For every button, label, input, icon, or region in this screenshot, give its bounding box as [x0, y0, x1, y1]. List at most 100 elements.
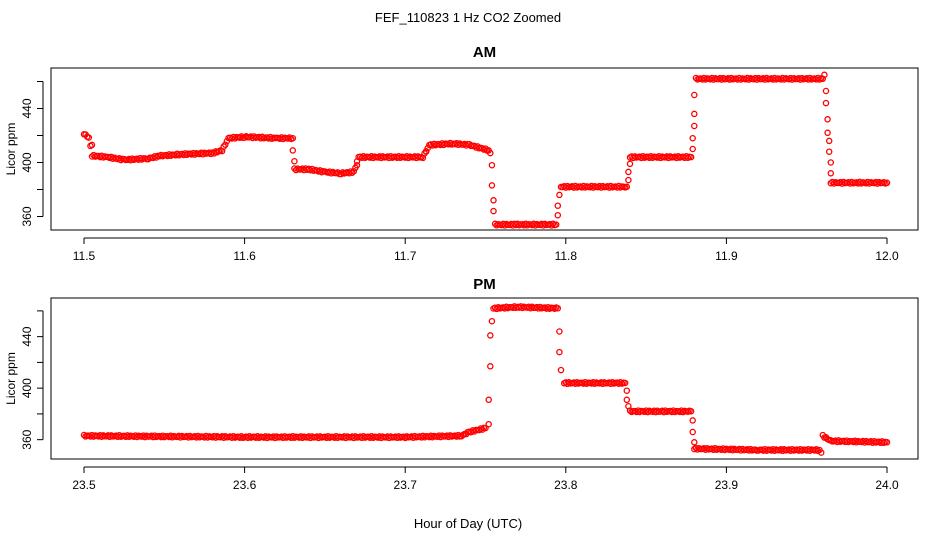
y-axis-label: Licor ppm: [4, 123, 18, 176]
data-point: [549, 220, 557, 228]
data-point: [471, 142, 478, 150]
data-point: [623, 396, 631, 404]
data-point: [223, 137, 231, 145]
data-point: [556, 328, 563, 335]
data-point: [353, 161, 361, 169]
data-point: [625, 168, 632, 176]
data-point: [291, 157, 298, 165]
x-tick-label: 23.5: [72, 478, 96, 492]
y-tick-label: 440: [20, 98, 34, 118]
data-point: [813, 446, 820, 453]
data-point: [554, 305, 562, 312]
x-tick-label: 11.9: [715, 249, 738, 263]
data-point: [556, 191, 563, 199]
data-point: [479, 426, 486, 433]
data-point: [485, 396, 492, 404]
data-point: [625, 176, 632, 184]
x-tick-label: 11.7: [394, 249, 417, 263]
data-point: [822, 87, 830, 95]
data-point: [824, 116, 831, 123]
data-point: [626, 160, 634, 168]
data-point: [687, 408, 695, 415]
data-point: [883, 439, 891, 446]
panel-title: AM: [473, 44, 496, 61]
data-point: [883, 179, 891, 187]
data-point: [817, 449, 825, 456]
y-tick-label: 400: [20, 378, 34, 398]
data-point: [691, 91, 698, 99]
data-point: [623, 387, 631, 394]
data-point: [289, 147, 297, 154]
data-point: [557, 366, 565, 374]
data-point: [621, 379, 629, 387]
data-point: [554, 202, 562, 209]
data-point: [88, 141, 96, 149]
pm-panel: PM 23.5 23.6 23.7 23.8 23.9 24.0 360 400 440Licor…: [4, 276, 919, 492]
data-point: [488, 161, 496, 169]
data-point: [487, 149, 494, 157]
data-point: [487, 332, 494, 339]
x-tick-label: 11.5: [73, 249, 96, 263]
data-point: [487, 363, 494, 370]
data-point: [490, 197, 497, 204]
data-point: [488, 182, 496, 189]
y-tick-label: 360: [20, 429, 34, 449]
data-point: [482, 424, 489, 432]
data-point: [691, 122, 698, 130]
y-axis-label: Licor ppm: [4, 352, 18, 405]
plot-frame: [50, 297, 919, 460]
data-point: [821, 71, 828, 79]
data-point: [827, 159, 835, 166]
data-point: [880, 178, 888, 186]
data-point: [825, 137, 833, 145]
panel-title: PM: [473, 276, 496, 293]
am-panel: AM 11.5 11.6 11.7 11.8 11.9 12.0 360 400 440Licor…: [4, 44, 919, 263]
data-point: [691, 439, 698, 446]
data-point: [424, 144, 431, 152]
x-tick-label: 11.8: [555, 249, 578, 263]
data-point: [623, 183, 631, 191]
data-point: [552, 221, 560, 228]
x-tick-label: 23.7: [394, 478, 418, 492]
data-point: [85, 134, 93, 141]
data-point: [153, 154, 160, 161]
x-axis-label: Hour of Day (UTC): [414, 516, 522, 531]
data-point: [207, 150, 215, 158]
data-point: [824, 129, 831, 137]
plot-frame: [50, 67, 919, 231]
data-point: [422, 148, 430, 155]
data-point: [490, 207, 497, 215]
y-tick-label: 400: [20, 152, 34, 172]
x-tick-label: 23.8: [554, 478, 578, 492]
y-tick-label: 440: [20, 326, 34, 346]
data-point: [350, 167, 358, 175]
data-point: [348, 169, 356, 176]
figure-title: FEF_110823 1 Hz CO2 Zoomed: [375, 10, 561, 25]
data-points: [80, 71, 891, 229]
x-tick-label: 23.6: [233, 478, 257, 492]
data-point: [687, 153, 695, 161]
data-point: [827, 170, 835, 177]
data-point: [554, 211, 562, 219]
data-point: [689, 417, 696, 424]
data-point: [485, 420, 492, 428]
data-point: [689, 134, 696, 142]
x-tick-label: 11.6: [233, 249, 256, 263]
data-point: [625, 402, 632, 410]
data-point: [689, 145, 696, 153]
data-point: [222, 141, 229, 148]
data-point: [488, 317, 496, 325]
data-point: [286, 134, 293, 141]
data-point: [825, 148, 833, 155]
data-point: [556, 348, 563, 356]
x-tick-label: 23.9: [715, 478, 739, 492]
x-tick-label: 24.0: [875, 478, 899, 492]
data-point: [289, 134, 297, 142]
data-point: [691, 110, 698, 118]
data-point: [822, 99, 830, 107]
y-tick-label: 360: [20, 206, 34, 226]
data-points: [80, 303, 891, 456]
x-tick-label: 12.0: [875, 249, 899, 263]
data-point: [689, 428, 696, 436]
